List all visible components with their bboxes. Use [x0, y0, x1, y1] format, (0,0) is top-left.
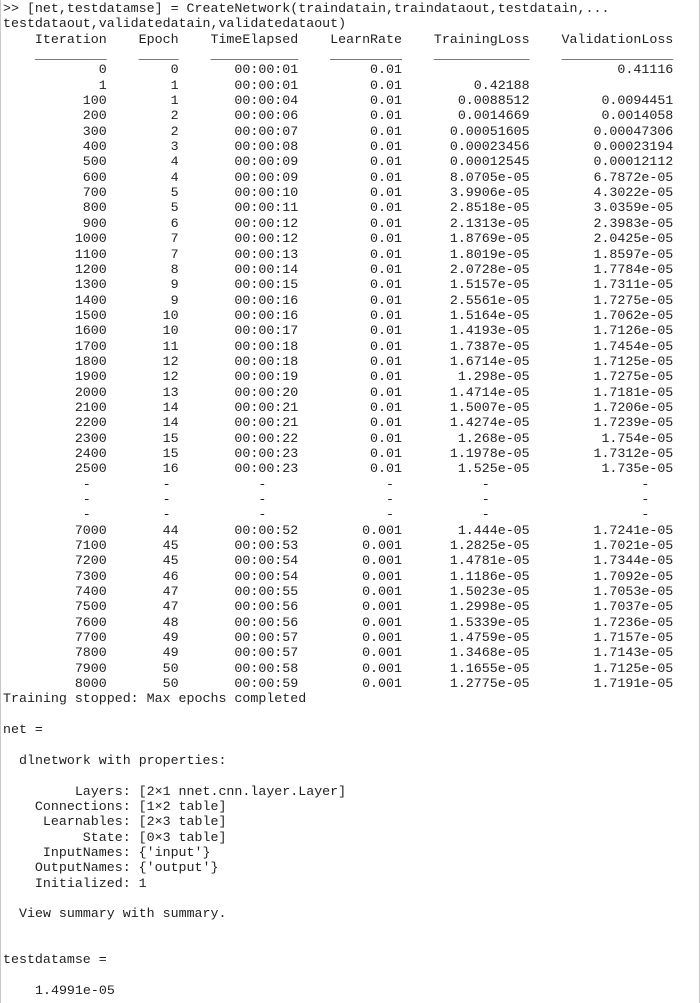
table-row: 2300 15 00:00:22 0.01 1.268e-05 1.754e-0… [3, 430, 674, 446]
net-property-layers: Layers: [2×1 nnet.cnn.layer.Layer] [3, 783, 347, 799]
command-line-1: >> [net,testdatamse] = CreateNetwork(tra… [3, 1, 610, 16]
dlnetwork-properties-list: Layers: [2×1 nnet.cnn.layer.Layer] Conne… [3, 784, 699, 891]
table-row: 200 2 00:00:06 0.01 0.0014669 0.0014058 [3, 108, 674, 124]
table-row: 1100 7 00:00:13 0.01 1.8019e-05 1.8597e-… [3, 246, 674, 262]
blank-line [3, 768, 699, 783]
blank-line [3, 738, 699, 753]
net-property-inputnames: InputNames: {'input'} [3, 844, 211, 860]
table-row: 1700 11 00:00:18 0.01 1.7387e-05 1.7454e… [3, 338, 674, 354]
table-row: 2100 14 00:00:21 0.01 1.5007e-05 1.7206e… [3, 399, 674, 415]
command-line-2: testdataout,validatedatain,validatedatao… [3, 16, 347, 32]
table-row: 7400 47 00:00:55 0.001 1.5023e-05 1.7053… [3, 584, 674, 600]
net-property-connections: Connections: [1×2 table] [3, 798, 227, 814]
table-row: 7800 49 00:00:57 0.001 1.3468e-05 1.7143… [3, 645, 674, 661]
testdatamse-value: 1.4991e-05 [35, 983, 115, 998]
table-row: 1 1 00:00:01 0.01 0.42188 [3, 77, 674, 93]
table-row: 1000 7 00:00:12 0.01 1.8769e-05 2.0425e-… [3, 231, 674, 247]
table-row: 2000 13 00:00:20 0.01 1.4714e-05 1.7181e… [3, 384, 674, 400]
blank-line [3, 707, 699, 722]
table-row: 800 5 00:00:11 0.01 2.8518e-05 3.0359e-0… [3, 200, 674, 216]
table-row: - - - - - - [3, 507, 682, 523]
table-row: - - - - - - [3, 492, 682, 507]
table-row: 1900 12 00:00:19 0.01 1.298e-05 1.7275e-… [3, 369, 674, 385]
blank-line [3, 891, 699, 906]
training-progress-table: Iteration Epoch TimeElapsed LearnRate Tr… [3, 32, 699, 692]
table-row: 100 1 00:00:04 0.01 0.0088512 0.0094451 [3, 93, 674, 109]
table-row: 8000 50 00:00:59 0.001 1.2775e-05 1.7191… [3, 676, 674, 692]
net-property-state: State: [0×3 table] [3, 829, 227, 845]
table-row: 1200 8 00:00:14 0.01 2.0728e-05 1.7784e-… [3, 261, 674, 277]
blank-line [3, 937, 699, 952]
net-assignment-label: net = [3, 722, 43, 738]
table-row: 7600 48 00:00:56 0.001 1.5339e-05 1.7236… [3, 614, 674, 630]
table-row: 300 2 00:00:07 0.01 0.00051605 0.0004730… [3, 123, 674, 139]
table-row: 7500 47 00:00:56 0.001 1.2998e-05 1.7037… [3, 599, 674, 615]
training-stopped-message: Training stopped: Max epochs completed [3, 691, 307, 707]
table-row: 2500 16 00:00:23 0.01 1.525e-05 1.735e-0… [3, 461, 674, 477]
table-row: 700 5 00:00:10 0.01 3.9906e-05 4.3022e-0… [3, 185, 674, 201]
table-row: 1600 10 00:00:17 0.01 1.4193e-05 1.7126e… [3, 323, 674, 339]
table-row: 0 0 00:00:01 0.01 0.41116 [3, 62, 674, 78]
blank-line [3, 922, 699, 937]
table-row: 7100 45 00:00:53 0.001 1.2825e-05 1.7021… [3, 538, 674, 554]
testdatamse-assignment-label: testdatamse = [3, 952, 107, 968]
summary-hint-line: View summary with summary. [19, 906, 227, 922]
table-row: 7300 46 00:00:54 0.001 1.1186e-05 1.7092… [3, 568, 674, 584]
table-row: 1500 10 00:00:16 0.01 1.5164e-05 1.7062e… [3, 307, 674, 323]
net-property-learnables: Learnables: [2×3 table] [3, 814, 227, 830]
table-row: 2400 15 00:00:23 0.01 1.1978e-05 1.7312e… [3, 445, 674, 461]
dlnetwork-class-line: dlnetwork with properties: [19, 752, 227, 768]
table-row: 600 4 00:00:09 0.01 8.0705e-05 6.7872e-0… [3, 169, 674, 185]
table-row: - - - - - - [3, 476, 682, 492]
table-row: 500 4 00:00:09 0.01 0.00012545 0.0001211… [3, 154, 674, 170]
table-row: 400 3 00:00:08 0.01 0.00023456 0.0002319… [3, 139, 674, 155]
table-row: 7000 44 00:00:52 0.001 1.444e-05 1.7241e… [3, 522, 674, 538]
table-row: 1400 9 00:00:16 0.01 2.5561e-05 1.7275e-… [3, 292, 674, 308]
table-row: 1800 12 00:00:18 0.01 1.6714e-05 1.7125e… [3, 353, 674, 369]
table-row: 1300 9 00:00:15 0.01 1.5157e-05 1.7311e-… [3, 277, 674, 293]
table-row: 7700 49 00:00:57 0.001 1.4759e-05 1.7157… [3, 630, 674, 646]
table-row: 900 6 00:00:12 0.01 2.1313e-05 2.3983e-0… [3, 215, 674, 231]
table-header-row: Iteration Epoch TimeElapsed LearnRate Tr… [3, 31, 674, 47]
table-underline-row: _________ _____ ___________ _________ __… [3, 47, 674, 63]
table-row: 2200 14 00:00:21 0.01 1.4274e-05 1.7239e… [3, 415, 674, 431]
table-row: 7900 50 00:00:58 0.001 1.1655e-05 1.7125… [3, 660, 674, 676]
table-row: 7200 45 00:00:54 0.001 1.4781e-05 1.7344… [3, 553, 674, 569]
blank-line [3, 968, 699, 983]
net-property-outputnames: OutputNames: {'output'} [3, 860, 219, 876]
net-property-initialized: Initialized: 1 [3, 875, 147, 891]
